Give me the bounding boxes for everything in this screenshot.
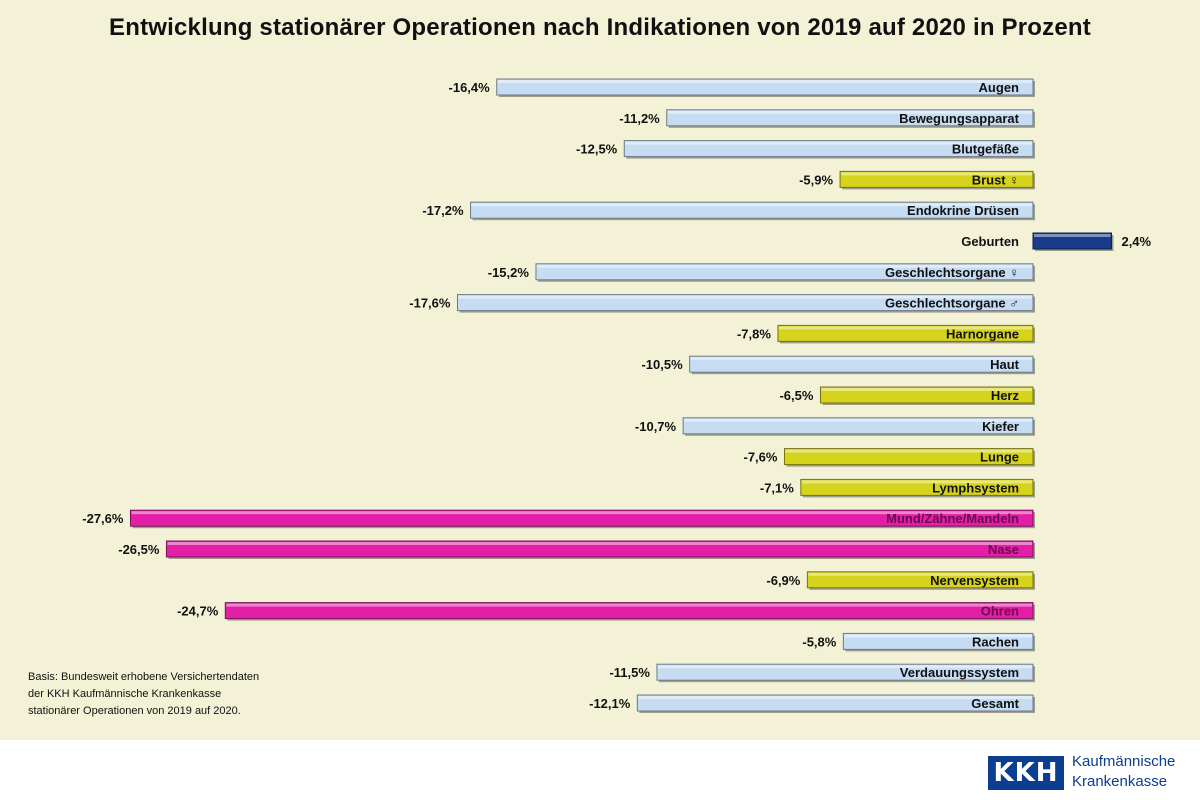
bar-harnorgane <box>777 324 1034 342</box>
bar-endokrine-druesen <box>470 201 1034 219</box>
value-label-mund-zaehne-mandeln: -27,6% <box>82 511 124 526</box>
bar-lunge <box>783 448 1034 466</box>
value-label-augen: -16,4% <box>449 80 491 95</box>
kkh-logo-mark: KKH <box>988 756 1064 790</box>
bar-highlight-lunge <box>785 449 1032 453</box>
value-label-kiefer: -10,7% <box>635 419 677 434</box>
value-label-haut: -10,5% <box>641 357 683 372</box>
bar-nase <box>165 540 1034 558</box>
category-label-haut: Haut <box>990 357 1020 372</box>
category-label-bewegungsapparat: Bewegungsapparat <box>899 111 1020 126</box>
bar-geschlechtsorgane <box>535 263 1034 281</box>
category-label-geschlechtsorgane: Geschlechtsorgane ♀ <box>885 265 1019 280</box>
bar-highlight-brust <box>841 172 1032 176</box>
value-label-geschlechtsorgane: -17,6% <box>409 296 451 311</box>
category-label-mund-zaehne-mandeln: Mund/Zähne/Mandeln <box>886 511 1019 526</box>
bar-ohren <box>224 602 1034 620</box>
logo-line-1: Kaufmännische <box>1072 753 1176 770</box>
value-label-lunge: -7,6% <box>744 450 778 465</box>
category-label-ohren: Ohren <box>981 604 1019 619</box>
value-label-gesamt: -12,1% <box>589 696 631 711</box>
value-label-verdauungssystem: -11,5% <box>609 665 650 680</box>
category-label-geburten: Geburten <box>961 234 1019 249</box>
category-label-kiefer: Kiefer <box>982 419 1019 434</box>
bar-highlight-mund-zaehne-mandeln <box>131 511 1033 515</box>
footnote-line-3: stationärer Operationen von 2019 auf 202… <box>28 705 241 717</box>
category-label-endokrine-druesen: Endokrine Drüsen <box>907 203 1019 218</box>
bar-highlight-geschlechtsorgane <box>458 295 1033 299</box>
category-label-herz: Herz <box>991 388 1020 403</box>
logo-line-2: Krankenkasse <box>1072 773 1168 790</box>
value-label-endokrine-druesen: -17,2% <box>422 203 464 218</box>
category-label-blutgefaesse: Blutgefäße <box>952 142 1019 157</box>
category-label-nase: Nase <box>988 542 1019 557</box>
category-label-brust: Brust ♀ <box>972 172 1019 187</box>
bar-chart: Augen -16,4% Bewegungsapparat -11,2% Blutgef… <box>82 78 1152 713</box>
bar-bewegungsapparat <box>666 109 1034 127</box>
footnote-line-2: der KKH Kaufmännische Krankenkasse <box>28 688 222 700</box>
bar-geschlechtsorgane <box>456 294 1034 312</box>
bar-blutgefaesse <box>623 140 1034 158</box>
bar-highlight-herz <box>821 388 1032 391</box>
value-label-geschlechtsorgane: -15,2% <box>488 265 530 280</box>
bar-brust <box>839 170 1034 188</box>
footnote: Basis: Bundesweit erhobene Versichertend… <box>28 669 259 720</box>
value-label-lymphsystem: -7,1% <box>760 480 794 495</box>
kkh-logo: KKH Kaufmännische Krankenkasse <box>988 752 1188 796</box>
category-label-gesamt: Gesamt <box>971 696 1019 711</box>
value-label-nase: -26,5% <box>118 542 160 557</box>
category-label-harnorgane: Harnorgane <box>946 326 1019 341</box>
bar-herz <box>819 386 1034 404</box>
bar-highlight-verdauungssystem <box>657 665 1032 669</box>
value-label-herz: -6,5% <box>779 388 813 403</box>
category-label-augen: Augen <box>979 80 1020 95</box>
bar-rachen <box>842 632 1034 650</box>
bar-highlight-lymphsystem <box>801 480 1032 484</box>
value-label-ohren: -24,7% <box>177 604 219 619</box>
bar-highlight-haut <box>690 357 1032 361</box>
bar-highlight-bewegungsapparat <box>667 110 1032 114</box>
bar-highlight-harnorgane <box>778 326 1032 330</box>
bar-mund-zaehne-mandeln <box>129 509 1034 527</box>
footnote-line-1: Basis: Bundesweit erhobene Versichertend… <box>28 671 260 683</box>
value-label-rachen: -5,8% <box>802 634 836 649</box>
bar-highlight-gesamt <box>638 696 1032 699</box>
chart-title: Entwicklung stationärer Operationen nach… <box>109 14 1091 41</box>
bar-verdauungssystem <box>656 663 1034 681</box>
bar-highlight-blutgefaesse <box>625 141 1032 145</box>
bar-highlight-geschlechtsorgane <box>536 264 1032 268</box>
value-label-nervensystem: -6,9% <box>766 573 800 588</box>
kkh-logo-text: Kaufmännische Krankenkasse <box>1072 752 1175 792</box>
category-label-verdauungssystem: Verdauungssystem <box>900 665 1019 680</box>
category-label-lunge: Lunge <box>980 450 1019 465</box>
bar-geburten <box>1032 232 1112 250</box>
bar-highlight-geburten <box>1034 234 1111 237</box>
bar-highlight-nervensystem <box>808 572 1032 576</box>
category-label-nervensystem: Nervensystem <box>930 573 1019 588</box>
category-label-geschlechtsorgane: Geschlechtsorgane ♂ <box>885 296 1019 311</box>
bar-highlight-ohren <box>226 603 1032 607</box>
value-label-blutgefaesse: -12,5% <box>576 142 618 157</box>
bar-haut <box>689 355 1034 373</box>
value-label-harnorgane: -7,8% <box>737 326 771 341</box>
bar-nervensystem <box>806 571 1034 589</box>
value-label-bewegungsapparat: -11,2% <box>619 111 660 126</box>
bar-lymphsystem <box>800 478 1034 496</box>
bar-highlight-endokrine-druesen <box>471 203 1032 207</box>
category-label-lymphsystem: Lymphsystem <box>932 480 1019 495</box>
bar-augen <box>496 78 1034 96</box>
category-label-rachen: Rachen <box>972 634 1019 649</box>
bar-highlight-rachen <box>844 634 1032 638</box>
bar-highlight-nase <box>167 542 1032 545</box>
value-label-geburten: 2,4% <box>1121 234 1151 249</box>
bar-highlight-kiefer <box>684 418 1032 422</box>
bar-highlight-augen <box>497 80 1033 83</box>
value-label-brust: -5,9% <box>799 172 833 187</box>
bar-gesamt <box>636 694 1034 712</box>
chart-panel: Entwicklung stationärer Operationen nach… <box>0 0 1200 740</box>
bar-kiefer <box>682 417 1034 435</box>
